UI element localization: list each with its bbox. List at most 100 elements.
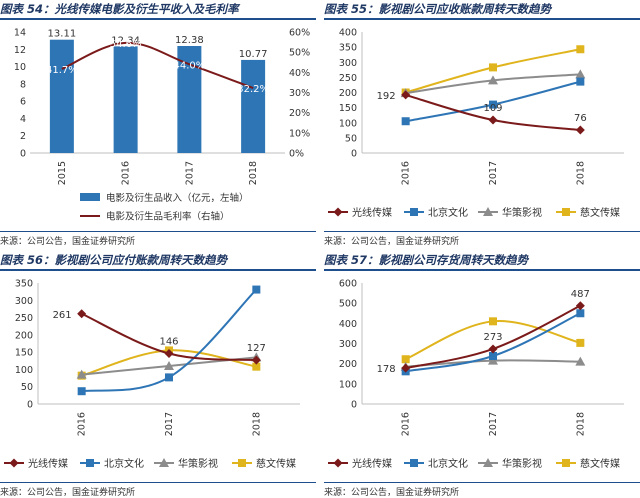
y2-tick-label: 30%: [289, 88, 310, 99]
data-point: [252, 285, 261, 294]
y-tick-label: 350: [15, 279, 33, 290]
chart-title: 图表 54：光线传媒电影及衍生平收入及毛利率: [0, 0, 316, 20]
legend-label: 华策影视: [502, 457, 542, 470]
y-tick-label: 100: [339, 379, 357, 390]
legend-label: 华策影视: [178, 457, 218, 470]
data-label: 192: [377, 91, 396, 102]
legend-marker: [333, 458, 343, 468]
data-point: [575, 69, 586, 79]
line-data-label: 44.0%: [173, 60, 205, 71]
y-tick-label: 200: [15, 330, 33, 341]
y-tick-label: 0: [351, 149, 357, 160]
data-label: 487: [571, 289, 590, 300]
x-tick-label: 2016: [401, 161, 412, 185]
y-tick-label: 150: [339, 103, 357, 114]
y-tick-label: 0: [27, 400, 33, 411]
data-point: [401, 117, 410, 126]
chart-revenue-margin: 0 2 4 6 8 10 12 14 0% 10% 20% 30% 40% 50% 60% 13.11 2015…: [14, 28, 310, 223]
data-point: [575, 356, 586, 366]
line-margin: [61, 41, 254, 90]
data-label: 76: [574, 113, 587, 124]
y-tick-label: 300: [339, 58, 357, 69]
data-point: [77, 309, 87, 319]
y-tick-label: 6: [20, 97, 26, 108]
data-label: 146: [159, 337, 178, 348]
y2-tick-label: 0%: [289, 149, 304, 160]
bar: [241, 59, 266, 153]
y-tick-label: 250: [339, 73, 357, 84]
legend-marker: [159, 458, 169, 467]
data-point: [77, 387, 86, 396]
legend-marker: [238, 459, 246, 467]
data-label: 178: [377, 364, 396, 375]
data-point: [575, 301, 585, 311]
data-point: [489, 352, 497, 361]
y-tick-label: 250: [15, 313, 33, 324]
panel-receivable-days: 图表 55：影视剧公司应收账款周转天数趋势 0 50 100 150 200 250 300…: [324, 0, 640, 247]
chart-inventory-days: 0 100 200 300 400 500 600 2016 2017 2018 178 273 487…: [328, 279, 624, 470]
x-tick-label: 2017: [164, 412, 175, 436]
x-tick-label: 2018: [575, 412, 586, 436]
bar-data-label: 13.11: [48, 29, 77, 40]
legend-label: 北京文化: [428, 206, 468, 219]
line-data-label: 32.2%: [237, 84, 269, 95]
legend-label: 光线传媒: [28, 457, 68, 470]
y-tick-label: 200: [339, 359, 357, 370]
panel-inventory-days: 图表 57：影视剧公司存货周转天数趋势 0 100 200 300 400 500 600 2…: [324, 251, 640, 498]
y-tick-label: 10: [14, 62, 26, 73]
y2-tick-label: 20%: [289, 108, 310, 119]
legend-marker: [86, 459, 94, 467]
data-point: [576, 309, 585, 318]
data-point: [489, 317, 497, 326]
chart-source: 来源：公司公告，国金证券研究所: [324, 231, 640, 247]
y-tick-label: 200: [339, 88, 357, 99]
x-tick-label: 2018: [248, 161, 259, 185]
y-tick-label: 100: [15, 365, 33, 376]
legend-marker: [333, 207, 343, 217]
legend-swatch-bar: [80, 193, 100, 201]
legend-label: 慈文传媒: [580, 457, 620, 470]
chart-receivable-days: 0 50 100 150 200 250 300 350 400 2016 2017 2018 192 1…: [328, 28, 624, 219]
y-tick-label: 350: [339, 43, 357, 54]
line-data-label: 41.7%: [46, 65, 78, 76]
chart-source: 来源：公司公告，国金证券研究所: [0, 231, 316, 247]
legend-marker: [483, 458, 493, 467]
y-tick-label: 300: [15, 296, 33, 307]
x-tick-label: 2017: [488, 412, 499, 436]
y-tick-label: 50: [345, 133, 357, 144]
data-point: [575, 125, 585, 135]
chart-source: 来源：公司公告，国金证券研究所: [324, 482, 640, 498]
data-label: 261: [53, 310, 72, 321]
chart-title: 图表 57：影视剧公司存货周转天数趋势: [324, 251, 640, 271]
y-tick-label: 2: [20, 131, 26, 142]
legend-label: 慈文传媒: [256, 457, 296, 470]
data-point: [488, 355, 498, 365]
legend-label: 北京文化: [428, 457, 468, 470]
y2-tick-label: 50%: [289, 48, 310, 59]
data-point: [76, 369, 87, 379]
y-tick-label: 500: [339, 299, 357, 310]
y2-tick-label: 10%: [289, 128, 310, 139]
chart-source: 来源：公司公告，国金证券研究所: [0, 482, 316, 498]
legend-label: 电影及衍生品毛利率（右轴）: [106, 211, 230, 223]
y-tick-label: 50: [21, 382, 33, 393]
y-tick-label: 0: [351, 400, 357, 411]
bar: [49, 39, 74, 154]
y-tick-label: 12: [14, 45, 26, 56]
data-label: 127: [247, 343, 266, 354]
y-tick-label: 14: [14, 28, 26, 39]
y-tick-label: 300: [339, 339, 357, 350]
legend-label: 光线传媒: [352, 206, 392, 219]
data-point: [576, 77, 585, 86]
y-tick-label: 400: [339, 28, 357, 39]
line-data-label: 54.6%: [110, 39, 142, 50]
y-tick-label: 8: [20, 79, 26, 90]
legend-label: 慈文传媒: [580, 206, 620, 219]
x-tick-label: 2015: [57, 161, 68, 185]
data-point: [488, 75, 498, 85]
y-tick-label: 100: [339, 118, 357, 129]
x-tick-label: 2018: [251, 412, 262, 436]
data-point: [251, 355, 261, 365]
panel-revenue-margin: 图表 54：光线传媒电影及衍生平收入及毛利率 0 2 4 6 8 10 12 14 0% 10% 2…: [0, 0, 316, 247]
x-tick-label: 2017: [184, 161, 195, 185]
